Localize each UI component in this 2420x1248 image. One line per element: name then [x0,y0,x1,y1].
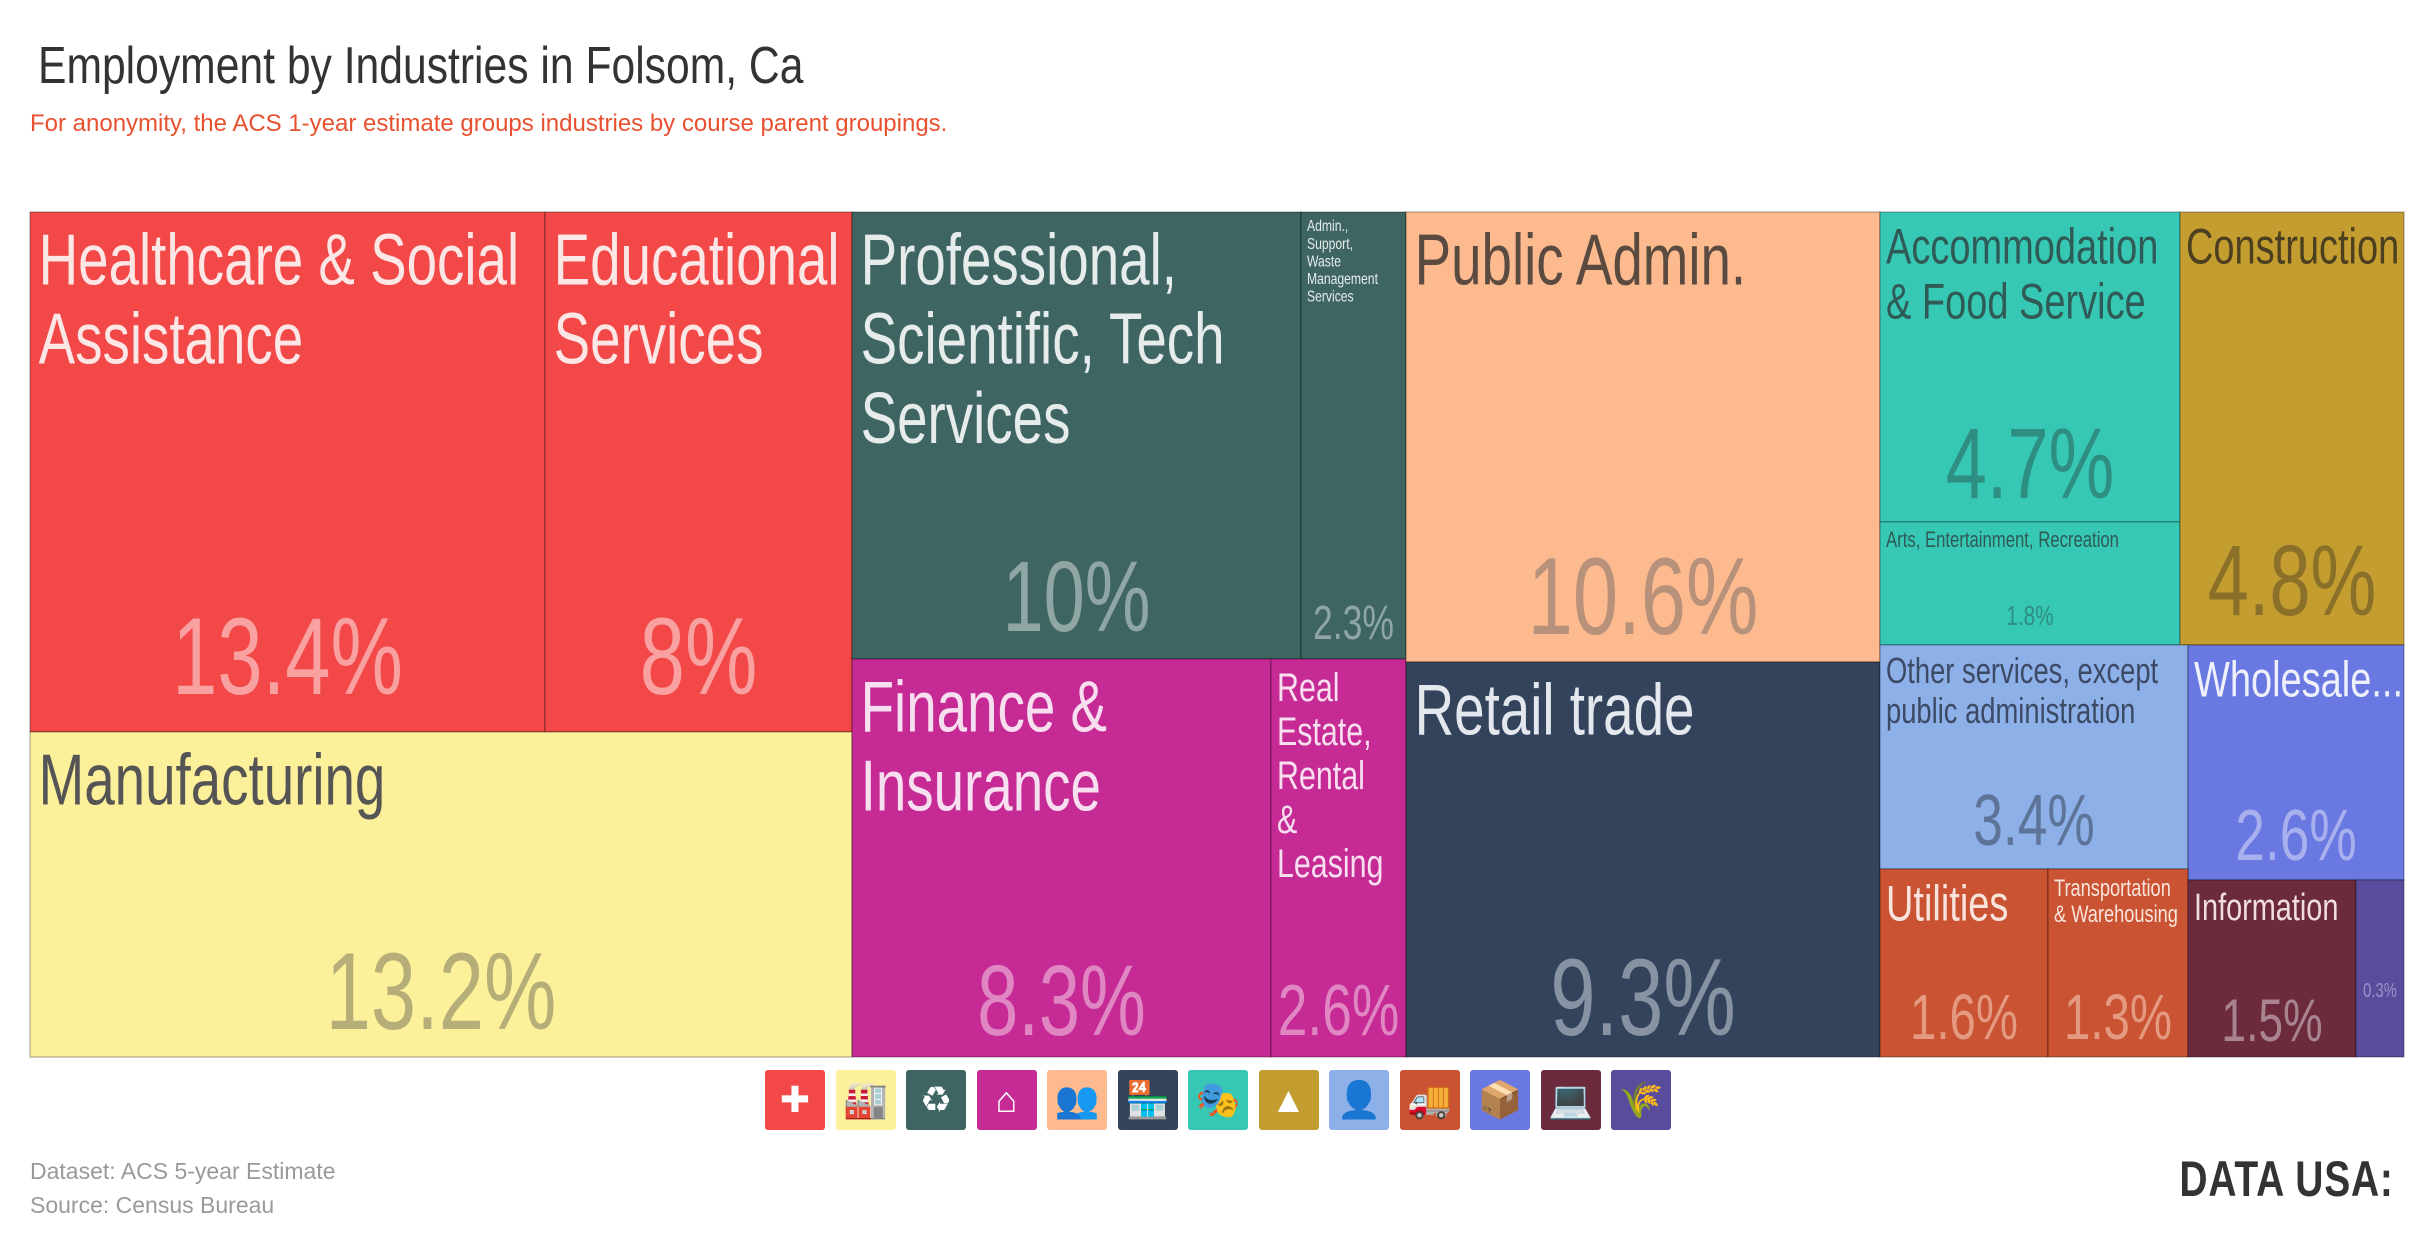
chart-subtitle: For anonymity, the ACS 1-year estimate g… [30,110,948,137]
treemap-tile[interactable]: Arts, Entertainment, Recreation 1.8% [1879,521,2181,646]
treemap-tile[interactable]: Other services, except public administrat… [1879,644,2189,870]
tile-label: Educational Services [554,219,840,379]
tile-value: 10% [1002,540,1150,653]
tile-value: 1.3% [2064,981,2172,1053]
boxes-icon[interactable]: 📦 [1470,1070,1530,1130]
data-usa-logo: DATA USA: [2179,1151,2394,1207]
theater-masks-icon[interactable]: 🎭 [1188,1070,1248,1130]
tile-label: Construction [2186,220,2399,275]
storefront-icon[interactable]: 🏪 [1117,1070,1178,1130]
tile-label: Finance & Insurance [861,666,1107,826]
treemap-tile[interactable]: Wholesale... 2.6% [2187,644,2405,881]
treemap-tile[interactable]: Manufacturing 13.2% [29,731,853,1058]
tile-label: Healthcare & Social Assistance [39,219,519,379]
treemap-tile[interactable]: Utilities 1.6% [1879,868,2049,1058]
tile-value: 13.4% [172,594,403,718]
tile-value: 1.6% [1910,981,2018,1053]
tile-label: Other services, except public administrat… [1886,651,2158,731]
tile-rect [1270,658,1407,1058]
tile-value: 1.8% [2006,601,2053,632]
treemap-tile[interactable]: Finance & Insurance 8.3% [851,658,1272,1058]
tile-value: 4.8% [2208,524,2377,637]
tile-rect [1879,211,2181,523]
tile-rect [1879,644,2189,870]
treemap-tile[interactable]: Healthcare & Social Assistance 13.4% [29,211,546,733]
chart-title: Employment by Industries in Folsom, Ca [38,37,804,95]
tile-value: 10.6% [1528,534,1759,658]
tile-value: 1.5% [2221,988,2322,1055]
tile-label: Professional, Scientific, Tech Services [861,219,1225,458]
tile-label: Public Admin. [1415,219,1746,300]
tile-label: Transportation & Warehousing [2054,874,2178,927]
tile-value: 4.7% [1946,407,2115,520]
tile-value: 2.3% [1313,596,1394,649]
house-dollar-icon[interactable]: ⌂ [976,1070,1037,1130]
treemap-tile[interactable]: Educational Services 8% [544,211,853,733]
treemap-tile[interactable]: Admin., Support, Waste Management Services 2.… [1300,211,1407,660]
factory-icon[interactable]: 🏭 [835,1070,896,1130]
tile-rect [2187,644,2405,881]
tile-label: Utilities [1886,877,2008,932]
tile-rect [544,211,853,733]
treemap-tile[interactable]: Information 1.5% [2187,879,2357,1058]
treemap-tile[interactable]: Accommodation & Food Service 4.7% [1879,211,2181,523]
person-icon[interactable]: 👤 [1329,1070,1389,1130]
tile-rect [29,211,546,733]
tile-label: Admin., Support, Waste Management Services [1307,218,1378,306]
tile-value: 8% [640,594,758,718]
tile-rect [1300,211,1407,660]
tile-rect [2047,868,2189,1058]
treemap-tile[interactable]: Real Estate, Rental & Leasing 2.6% [1270,658,1407,1058]
tile-value: 2.6% [1278,971,1399,1051]
treemap-tile[interactable]: 0.3% [2355,879,2405,1058]
treemap-tile[interactable]: Construction 4.8% [2179,211,2405,646]
traffic-cone-icon[interactable]: ▲ [1258,1070,1319,1130]
treemap-tile[interactable]: Retail trade 9.3% [1405,661,1881,1059]
truck-icon[interactable]: 🚚 [1399,1070,1460,1130]
tile-rect [851,658,1272,1058]
tile-value: 2.6% [2235,796,2356,876]
tile-rect [2355,879,2405,1058]
tile-value: 3.4% [1973,781,2094,861]
tile-label: Real Estate, Rental & Leasing [1277,665,1383,886]
tile-label: Information [2194,886,2338,929]
treemap-tile[interactable]: Professional, Scientific, Tech Services 10% [851,211,1302,660]
tile-rect [29,731,853,1058]
tile-value: 0.3% [2363,979,2397,1002]
tile-label: Manufacturing [39,739,386,820]
tile-value: 13.2% [326,929,557,1053]
wheat-icon[interactable]: 🌾 [1611,1070,1671,1130]
tile-label: Arts, Entertainment, Recreation [1886,528,2119,553]
tile-rect [1405,661,1881,1058]
tile-rect [2179,211,2405,646]
tile-rect [2187,879,2357,1058]
tile-value: 8.3% [977,944,1146,1057]
tile-rect [851,211,1302,660]
source-note: Source: Census Bureau [30,1192,275,1218]
computer-icon[interactable]: 💻 [1540,1070,1601,1130]
tile-label: Retail trade [1415,669,1695,750]
treemap-tile[interactable]: Transportation & Warehousing 1.3% [2047,868,2189,1058]
tile-rect [1879,868,2049,1058]
tile-label: Wholesale... [2194,653,2403,708]
dataset-note: Dataset: ACS 5-year Estimate [30,1158,336,1184]
tile-value: 9.3% [1550,935,1736,1059]
recycle-icon[interactable]: ♻ [906,1070,966,1130]
medical-cross-icon[interactable]: ✚ [765,1070,825,1130]
people-icon[interactable]: 👥 [1047,1070,1107,1130]
treemap-tile[interactable]: Public Admin. 10.6% [1405,211,1881,663]
tile-rect [1879,521,2181,646]
tile-label: Accommodation & Food Service [1886,220,2158,330]
